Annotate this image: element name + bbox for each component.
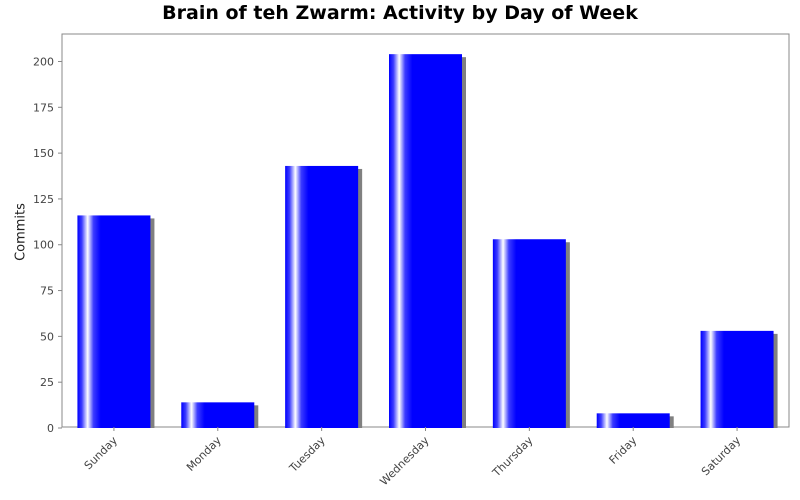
x-tick-label: Monday	[184, 434, 224, 474]
y-tick-label: 150	[33, 147, 54, 160]
bar-wednesday	[389, 54, 462, 428]
x-tick-label: Wednesday	[377, 434, 432, 489]
bar-friday	[596, 413, 670, 428]
x-tick-label: Saturday	[699, 434, 744, 479]
y-tick-label: 200	[33, 55, 54, 68]
y-tick-label: 175	[33, 101, 54, 114]
x-tick-label: Thursday	[489, 434, 535, 480]
y-tick-label: 75	[40, 285, 54, 298]
bar-thursday	[492, 239, 566, 428]
x-tick-label: Tuesday	[286, 434, 328, 476]
x-axis: Sunday Monday Tuesday Wednesday Thursday Frid…	[82, 427, 744, 488]
y-tick-label: 25	[40, 376, 54, 389]
y-tick-label: 0	[47, 422, 54, 435]
y-tick-label: 100	[33, 239, 54, 252]
x-tick-label: Friday	[607, 434, 640, 467]
y-tick-label: 125	[33, 193, 54, 206]
chart-title: Brain of teh Zwarm: Activity by Day of W…	[162, 2, 638, 24]
x-tick-label: Sunday	[82, 434, 121, 473]
bar-series	[77, 54, 778, 428]
y-tick-label: 50	[40, 330, 54, 343]
bar-tuesday	[285, 165, 359, 428]
bar-monday	[181, 402, 255, 428]
bar-saturday	[700, 330, 774, 428]
y-axis: 0 25 50 75 100 125 150 175 200	[33, 55, 62, 435]
bar-sunday	[77, 215, 151, 428]
